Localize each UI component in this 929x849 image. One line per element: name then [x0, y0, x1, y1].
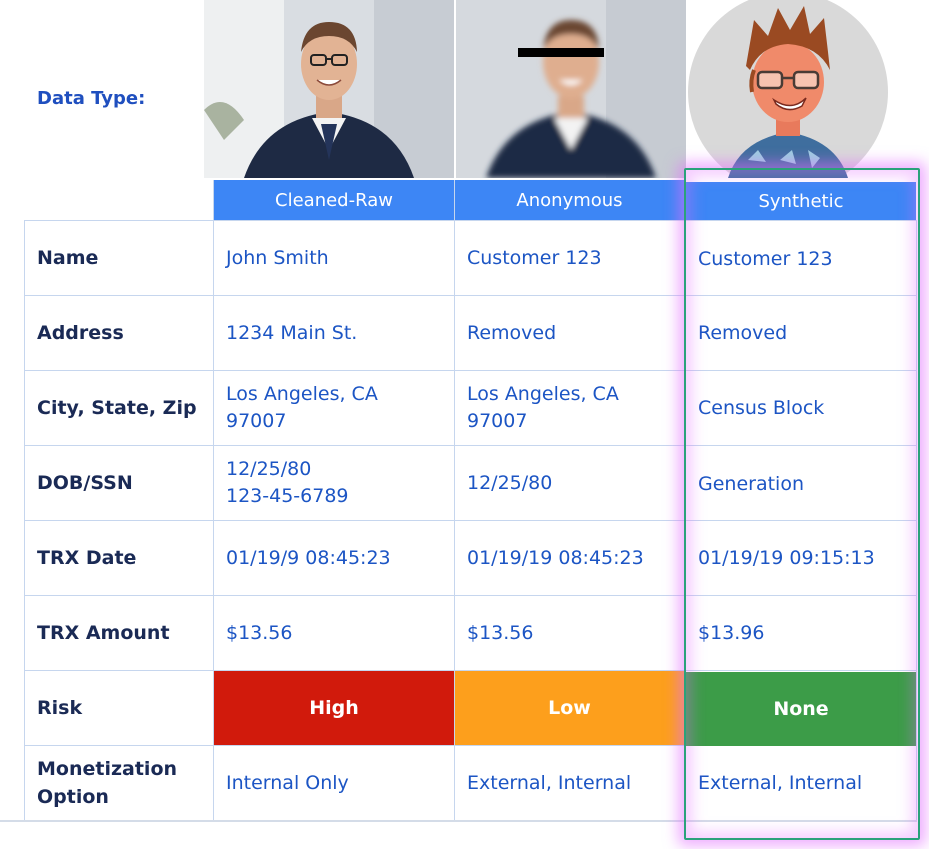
cell-trx-amount-synthetic: $13.96	[698, 621, 765, 644]
row-divider	[24, 520, 917, 521]
cell-monetization-anon: External, Internal	[467, 771, 632, 794]
row-divider	[24, 295, 917, 296]
cell-trx-amount-anon: $13.56	[467, 621, 534, 644]
cell-monetization-raw: Internal Only	[226, 771, 349, 794]
cell-city-anon: Los Angeles, CA 97007	[467, 383, 619, 432]
cell-dob-raw: 12/25/80 123-45-6789	[226, 458, 349, 507]
cell-trx-date-anon: 01/19/19 08:45:23	[467, 546, 644, 569]
column-header-cleaned-raw: Cleaned-Raw	[214, 180, 454, 220]
column-divider	[454, 180, 455, 820]
row-label-risk: Risk	[37, 697, 83, 719]
risk-badge-high: High	[214, 671, 454, 745]
row-divider	[24, 745, 917, 746]
row-divider	[24, 445, 917, 446]
cell-dob-anon: 12/25/80	[467, 471, 553, 494]
row-label-monetization-option: Monetization Option	[37, 758, 178, 808]
cell-address-anon: Removed	[467, 321, 557, 344]
column-divider	[213, 180, 214, 820]
risk-badge-none: None	[686, 672, 916, 746]
cell-dob-synthetic: Generation	[698, 472, 804, 495]
cell-address-synthetic: Removed	[698, 321, 788, 344]
synthetic-avatar	[688, 0, 888, 178]
raw-photo	[204, 0, 454, 178]
column-header-synthetic: Synthetic	[686, 182, 916, 220]
row-label-city-state-zip: City, State, Zip	[37, 397, 197, 419]
cell-trx-date-raw: 01/19/9 08:45:23	[226, 546, 391, 569]
cell-trx-amount-raw: $13.56	[226, 621, 293, 644]
cell-monetization-synthetic: External, Internal	[698, 771, 863, 794]
cell-city-synthetic: Census Block	[698, 396, 825, 419]
row-label-trx-date: TRX Date	[37, 547, 137, 569]
cell-name-anon: Customer 123	[467, 246, 602, 269]
cell-name-raw: John Smith	[226, 246, 329, 269]
anonymous-photo	[456, 0, 686, 178]
cell-city-raw: Los Angeles, CA 97007	[226, 383, 378, 432]
data-type-label: Data Type:	[37, 88, 146, 109]
row-label-name: Name	[37, 247, 99, 269]
row-label-address: Address	[37, 322, 124, 344]
table-border	[0, 820, 917, 822]
row-divider	[24, 370, 917, 371]
row-divider	[24, 670, 917, 671]
column-header-anonymous: Anonymous	[455, 180, 684, 220]
cell-address-raw: 1234 Main St.	[226, 321, 358, 344]
column-divider	[24, 220, 25, 820]
row-label-trx-amount: TRX Amount	[37, 622, 170, 644]
row-label-dob-ssn: DOB/SSN	[37, 472, 133, 494]
cell-name-synthetic: Customer 123	[698, 247, 833, 270]
cell-trx-date-synthetic: 01/19/19 09:15:13	[698, 546, 875, 569]
column-divider	[916, 220, 917, 820]
risk-badge-low: Low	[455, 671, 684, 745]
table-border	[24, 220, 917, 221]
row-divider	[24, 595, 917, 596]
